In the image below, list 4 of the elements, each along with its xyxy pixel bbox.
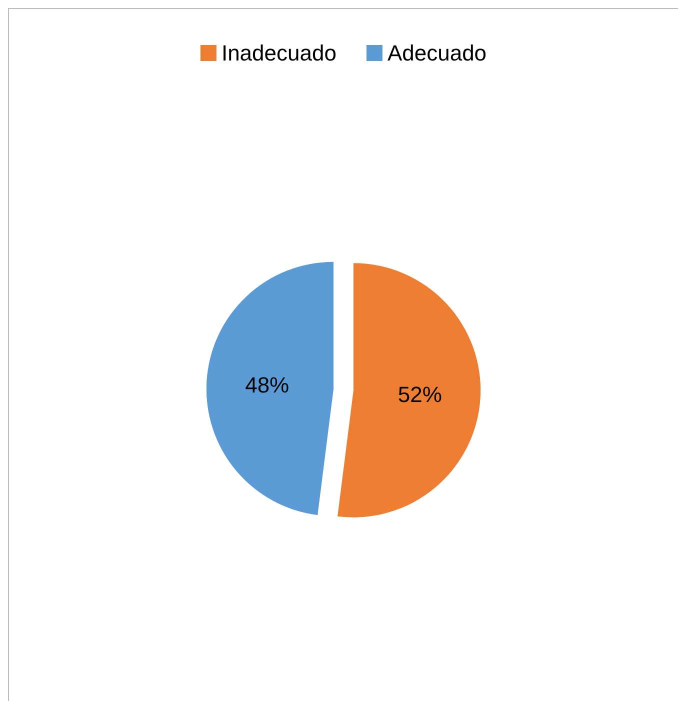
legend-label: Adecuado [387, 40, 487, 66]
data-label: 52% [398, 382, 442, 407]
data-label: 48% [245, 372, 290, 398]
legend-label: Inadecuado [221, 40, 336, 66]
